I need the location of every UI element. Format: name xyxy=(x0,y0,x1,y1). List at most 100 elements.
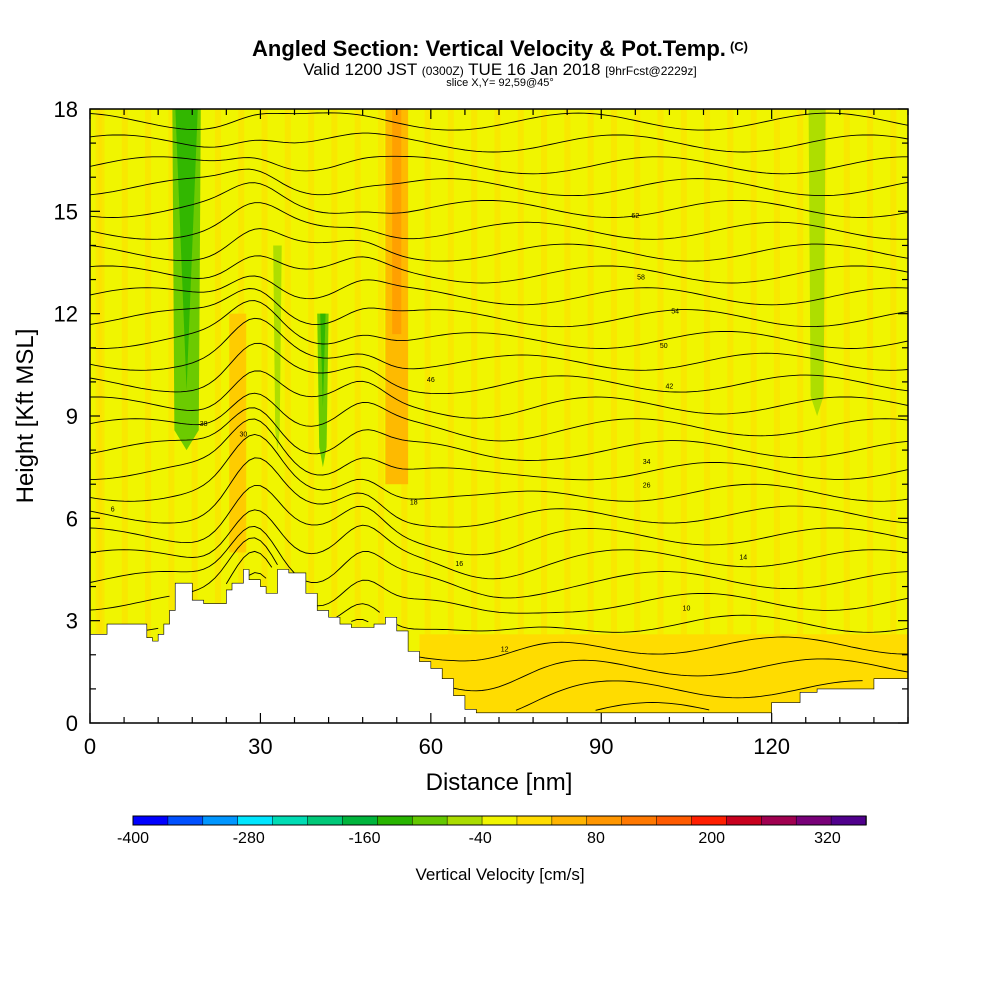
theta-contour xyxy=(89,317,909,371)
contour-label: 50 xyxy=(660,343,668,350)
x-tick-label: 120 xyxy=(753,734,790,759)
field-band xyxy=(750,109,757,723)
theta-contour xyxy=(89,202,909,240)
contour-label: 26 xyxy=(643,483,651,490)
field-band xyxy=(378,109,385,723)
field-band xyxy=(808,109,826,416)
field-band xyxy=(727,109,734,723)
colorbar-tick-label: 320 xyxy=(814,830,841,847)
colorbar-tick-label: -400 xyxy=(117,830,149,847)
contour-label: 18 xyxy=(410,500,418,507)
axes: 0 30 60 90 120 0 3 6 9 12 15 18 Distance [nm] Height … xyxy=(12,97,909,796)
field-band xyxy=(214,109,221,723)
field-band xyxy=(261,109,268,723)
theta-contour xyxy=(146,627,159,631)
x-axis-title: Distance [nm] xyxy=(426,769,573,796)
colorbar-swatch xyxy=(272,815,309,826)
colorbar-swatch xyxy=(132,815,169,826)
field-band xyxy=(320,313,326,408)
colorbar-swatch xyxy=(342,815,379,826)
theta-contour xyxy=(453,658,909,692)
theta-contour xyxy=(89,457,909,528)
x-tick-label: 30 xyxy=(248,734,272,759)
theta-contour xyxy=(89,370,909,419)
contour-label: 58 xyxy=(637,275,645,282)
field-band xyxy=(145,109,152,723)
y-tick-label: 0 xyxy=(66,711,78,736)
colorbar-swatch xyxy=(621,815,658,826)
theta-contour xyxy=(317,579,909,614)
colorbar-swatch xyxy=(691,815,728,826)
theta-contour xyxy=(90,418,909,481)
theta-contour xyxy=(225,550,273,585)
field-band xyxy=(541,109,548,723)
contour-label: 62 xyxy=(631,213,639,220)
y-tick-label: 3 xyxy=(66,609,78,634)
theta-contour xyxy=(89,525,909,599)
forecast-info: [9hrFcst@2229z] xyxy=(605,64,697,78)
chart-title: Angled Section: Vertical Velocity & Pot.… xyxy=(0,36,1000,62)
field-band xyxy=(331,109,338,723)
field-band xyxy=(704,109,711,723)
colorbar-swatch xyxy=(586,815,623,826)
contour-label: 10 xyxy=(683,605,691,612)
title-text: Angled Section: Vertical Velocity & Pot.… xyxy=(252,36,726,61)
colorbar: -400 -280 -160 -40 80 200 320 Vertical Velocity… xyxy=(117,815,867,884)
field-band xyxy=(867,109,874,723)
colorbar-frame xyxy=(132,815,867,826)
colorbar-swatch xyxy=(446,815,483,826)
theta-contour xyxy=(89,484,909,556)
colorbar-swatch xyxy=(411,815,448,826)
field-band xyxy=(284,109,291,723)
field-band xyxy=(610,109,617,723)
theta-contour xyxy=(89,112,909,131)
field-band xyxy=(229,313,247,553)
field-band xyxy=(890,109,897,723)
field-band xyxy=(587,109,594,723)
field-band xyxy=(517,109,524,723)
y-tick-label: 15 xyxy=(54,199,78,224)
y-tick-label: 12 xyxy=(54,302,78,327)
contour-label: 12 xyxy=(501,646,509,653)
field-band xyxy=(564,109,571,723)
contour-label: 38 xyxy=(200,421,208,428)
colorbar-swatch xyxy=(237,815,274,826)
colorbar-tick-label: 200 xyxy=(698,830,725,847)
colorbar-swatch xyxy=(481,815,518,826)
valid-prefix: Valid 1200 JST xyxy=(303,60,417,79)
colorbar-swatch xyxy=(656,815,693,826)
theta-contour xyxy=(89,288,909,328)
theta-contour xyxy=(89,300,909,349)
colorbar-swatch xyxy=(202,815,239,826)
terrain xyxy=(89,569,909,724)
colorbar-swatch xyxy=(830,815,867,826)
theta-contour xyxy=(89,407,909,461)
contour-label: 14 xyxy=(739,554,747,561)
theta-contour xyxy=(89,275,909,306)
colorbar-swatch xyxy=(167,815,204,826)
theta-contour xyxy=(89,509,909,580)
colorbar-swatch xyxy=(377,815,413,826)
colorbar-swatch xyxy=(761,815,797,826)
theta-contour xyxy=(419,636,909,662)
colorbar-tick-label: 80 xyxy=(587,830,605,847)
theta-contour xyxy=(334,603,380,619)
field-band xyxy=(121,109,128,723)
theta-contour xyxy=(89,182,909,218)
theta-contour xyxy=(89,392,909,442)
colorbar-tick-label: -40 xyxy=(469,830,492,847)
field-band xyxy=(168,109,175,723)
colorbar-swatch xyxy=(726,815,763,826)
field-band xyxy=(820,109,827,723)
colorbar-swatch xyxy=(516,815,553,826)
contour-label: 16 xyxy=(455,561,463,568)
utc-time: (0300Z) xyxy=(421,64,464,78)
y-tick-label: 9 xyxy=(66,404,78,429)
field-band xyxy=(308,109,315,723)
colorbar-tick-label: -160 xyxy=(348,830,380,847)
theta-contour xyxy=(89,228,909,262)
theta-contour xyxy=(89,168,909,197)
slice-info: slice X,Y= 92,59@45° xyxy=(446,77,554,89)
colorbar-title: Vertical Velocity [cm/s] xyxy=(415,865,584,884)
contour-label: 6 xyxy=(111,507,115,514)
